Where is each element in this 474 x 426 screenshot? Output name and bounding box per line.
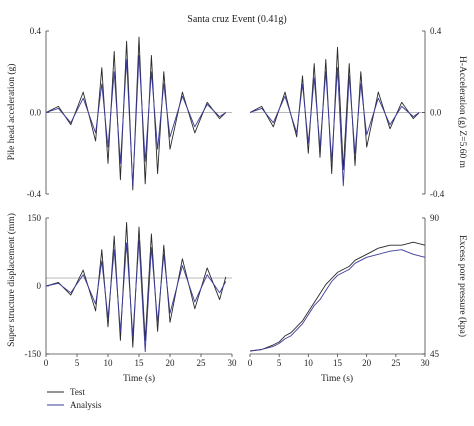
panel-2-x-tick-label: 25 (197, 358, 207, 368)
panel-2-y-tick-label: 150 (28, 213, 42, 223)
panel-3-x-tick-label: 5 (277, 358, 282, 368)
panel-3-x-ticks: 0 5 10 15 20 25 30 (248, 354, 430, 368)
legend: Test Analysis (47, 387, 102, 410)
panel-2-y-tick-label: 0 (37, 281, 42, 291)
panel-2-series-analysis (45, 240, 227, 353)
panel-h-acceleration: 0.4 0.0 -0.4 H-Acceleration (g) Z=5.60 m (249, 26, 468, 199)
panel-3-y-tick-label: 45 (430, 349, 440, 359)
panel-1-y-tick-label: -0.4 (430, 189, 445, 199)
panel-0-series-analysis (45, 55, 227, 187)
panel-pile-head: 0.4 0.0 -0.4 Pile head acceleration (g) (6, 26, 232, 199)
panel-3-x-tick-label: 20 (362, 358, 372, 368)
panel-0-y-tick-label: -0.4 (27, 189, 42, 199)
panel-3-series-analysis (249, 249, 426, 352)
panel-2-y-ticks: 150 0 -150 (25, 213, 49, 359)
panel-3-y-ticks: 90 45 (422, 213, 440, 359)
panel-1-series-analysis (249, 67, 420, 187)
panel-0-y-label: Pile head acceleration (g) (6, 64, 17, 161)
panel-3-series (249, 241, 426, 352)
legend-label-test: Test (70, 387, 85, 397)
panel-2-x-label: Time (s) (123, 373, 155, 384)
panel-3-y-label: Excess pore pressure (kpa) (457, 235, 468, 337)
panel-3-y-tick-label: 90 (430, 213, 440, 223)
panel-1-y-ticks: 0.4 0.0 -0.4 (422, 26, 445, 199)
panel-2-series (45, 222, 227, 353)
panel-2-x-tick-label: 0 (44, 358, 49, 368)
panel-2-x-tick-label: 20 (166, 358, 176, 368)
panel-1-y-label: H-Acceleration (g) Z=5.60 m (457, 56, 468, 169)
panel-2-y-tick-label: -150 (25, 349, 42, 359)
panel-2-x-tick-label: 15 (135, 358, 145, 368)
legend-label-analysis: Analysis (70, 400, 102, 410)
panel-1-y-tick-label: 0.4 (430, 26, 442, 36)
panel-3-x-label: Time (s) (321, 373, 353, 384)
panel-0-y-tick-label: 0.0 (30, 108, 42, 118)
panel-0-y-tick-label: 0.4 (30, 26, 42, 36)
panel-2-x-ticks: 0 5 10 15 20 25 30 (44, 354, 237, 368)
panel-0-y-ticks: 0.4 0.0 -0.4 (27, 26, 49, 199)
panel-3-x-tick-label: 30 (421, 358, 431, 368)
panel-2-y-label: Super structure displacement (mm) (6, 213, 17, 347)
panel-1-y-tick-label: 0.0 (430, 108, 442, 118)
panel-0-series (45, 36, 227, 191)
panel-2-x-tick-label: 5 (75, 358, 80, 368)
panel-3-x-tick-label: 10 (304, 358, 314, 368)
panel-1-series (249, 46, 420, 187)
panel-2-x-tick-label: 10 (104, 358, 114, 368)
panel-3-x-tick-label: 15 (333, 358, 343, 368)
panel-3-x-tick-label: 25 (391, 358, 401, 368)
figure-title: Santa cruz Event (0.41g) (187, 14, 286, 25)
panel-2-x-tick-label: 30 (228, 358, 238, 368)
panel-3-series-test (249, 241, 426, 352)
panel-3-x-tick-label: 0 (248, 358, 253, 368)
panel-pore-pressure: 90 45 0 5 10 15 20 25 30 Excess pore pressure (… (248, 213, 468, 384)
